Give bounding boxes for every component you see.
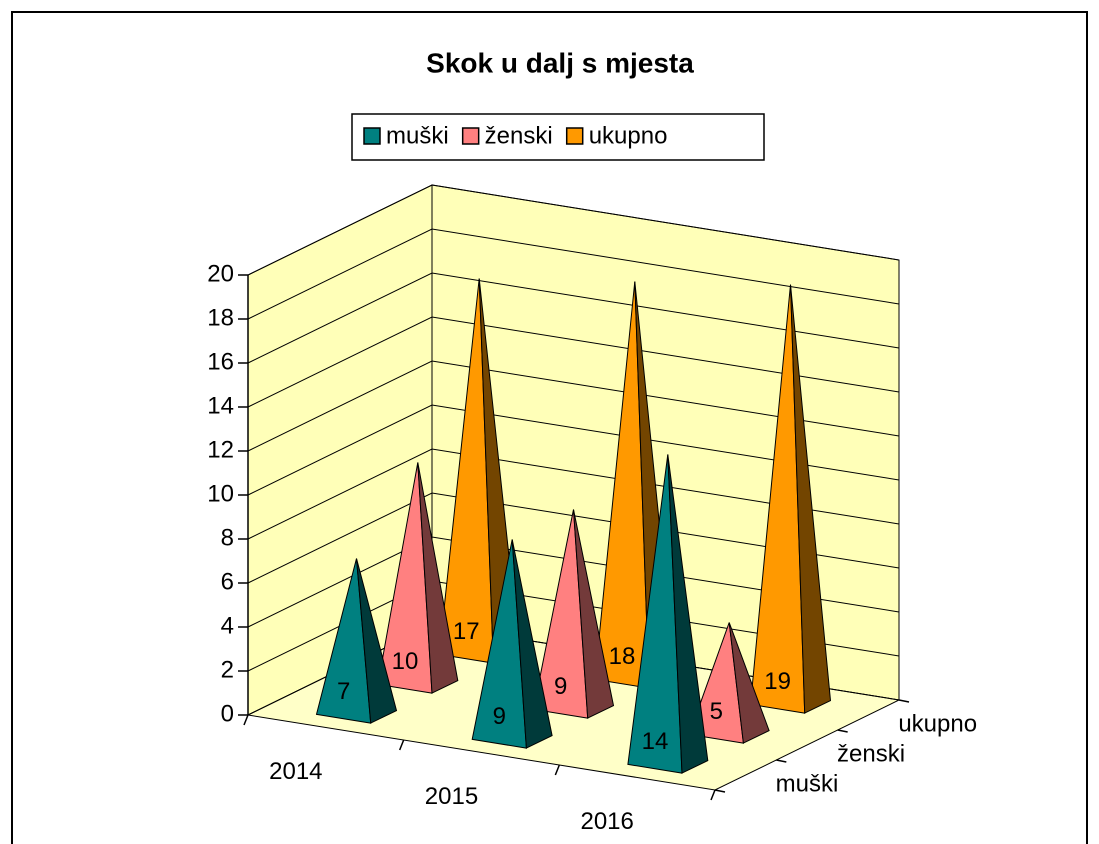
legend-label: ženski [485,122,553,149]
y-tick-label: 14 [207,392,234,419]
legend-swatch [461,127,480,145]
data-label: 14 [642,728,669,755]
x-tick [243,714,249,726]
pyramid [377,462,459,694]
pyramid-side [728,622,770,744]
chart-border [11,11,1088,844]
x-tick [710,789,716,801]
grid-line [247,272,900,364]
z-tick [898,699,910,703]
z-tick [714,789,726,793]
x-tick [554,764,561,776]
legend-box [351,113,765,161]
grid-line [247,536,900,628]
grid-line [247,404,900,496]
pyramid-side [356,558,398,724]
y-tick-label: 0 [221,700,234,727]
y-tick-label: 2 [221,656,234,683]
y-tick-label: 20 [207,260,234,287]
x-tick-label: 2015 [425,783,478,810]
y-tick-label: 10 [207,480,234,507]
data-label: 9 [493,703,506,730]
chart-title: Skok u dalj s mjesta [426,47,694,78]
data-label: 10 [392,648,419,675]
grid-line [247,492,900,584]
legend-label: ukupno [589,122,668,149]
pyramid [471,539,553,749]
grid-line [247,228,900,320]
y-tick-label: 18 [207,304,234,331]
pyramid-side [417,462,459,694]
y-tick-label: 4 [221,612,234,639]
grid-line [247,448,900,540]
pyramid-side [667,454,709,774]
pyramid [749,284,832,714]
y-tick-label: 12 [207,436,234,463]
pyramid-side [573,509,615,719]
x-tick-label: 2014 [269,758,322,785]
pyramid-side [790,284,832,714]
y-tick-label: 6 [221,568,234,595]
data-label: 7 [337,678,350,705]
z-tick [837,729,848,733]
z-tick [776,759,787,763]
legend-label: muški [386,122,449,149]
x-tick-label: 2016 [580,808,633,835]
z-tick-label: ukupno [898,710,977,737]
pyramid-side [511,539,553,749]
data-label: 5 [710,698,723,725]
x-tick [398,739,405,751]
data-label: 18 [609,643,636,670]
z-tick-label: ženski [837,740,905,767]
grid-line [247,316,900,408]
data-label: 9 [554,673,567,700]
pyramid [315,558,398,724]
grid-line [247,184,900,276]
pyramid [688,622,770,744]
pyramid [627,454,709,774]
data-label: 17 [453,618,480,645]
y-tick-label: 16 [207,348,234,375]
grid-line [247,360,900,452]
legend-swatch [363,127,381,145]
y-tick-label: 8 [221,524,234,551]
data-label: 19 [764,668,791,695]
legend-swatch [565,127,584,145]
pyramid [532,509,615,719]
z-tick-label: muški [776,770,839,797]
